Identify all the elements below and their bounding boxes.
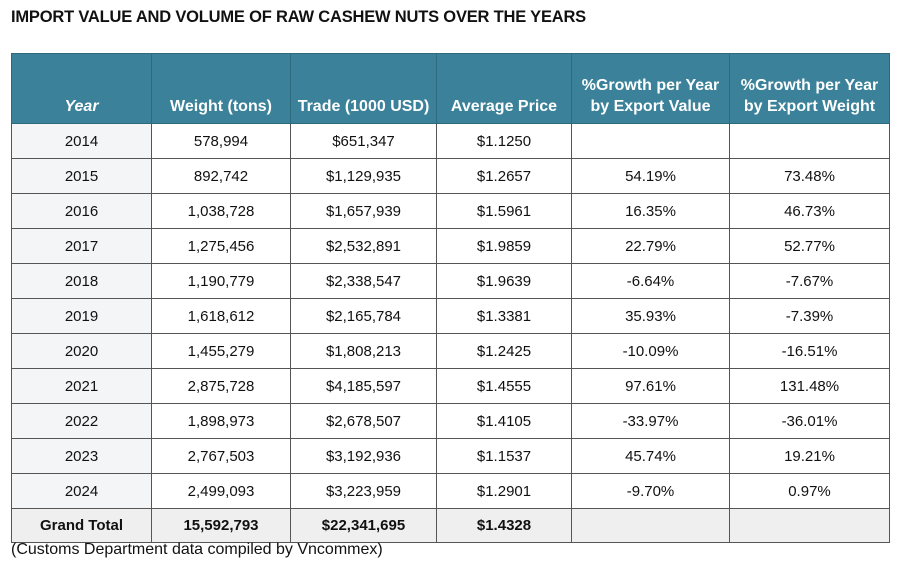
cell-growth-value: -33.97% bbox=[571, 403, 730, 439]
header-row: Year Weight (tons) Trade (1000 USD) Aver… bbox=[11, 53, 890, 124]
cell-growth-weight: 46.73% bbox=[729, 193, 890, 229]
cell-weight: 1,038,728 bbox=[151, 193, 291, 229]
cell-weight: 1,618,612 bbox=[151, 298, 291, 334]
cell-trade: $3,223,959 bbox=[290, 473, 437, 509]
cell-growth-weight: -16.51% bbox=[729, 333, 890, 369]
cell-growth-value: 22.79% bbox=[571, 228, 730, 264]
cell-trade: $2,165,784 bbox=[290, 298, 437, 334]
cell-year: 2020 bbox=[11, 333, 152, 369]
cell-weight: 1,898,973 bbox=[151, 403, 291, 439]
cell-growth-value: 54.19% bbox=[571, 158, 730, 194]
cell-weight: 1,275,456 bbox=[151, 228, 291, 264]
header-growth-weight: %Growth per Year by Export Weight bbox=[729, 53, 890, 124]
cell-trade: $4,185,597 bbox=[290, 368, 437, 404]
cell-trade: $2,338,547 bbox=[290, 263, 437, 299]
cell-trade: $3,192,936 bbox=[290, 438, 437, 474]
cell-growth-weight: 0.97% bbox=[729, 473, 890, 509]
cell-weight: 2,499,093 bbox=[151, 473, 291, 509]
cell-average-price: $1.2425 bbox=[436, 333, 572, 369]
table-row: 2018 1,190,779 $2,338,547 $1.9639 -6.64% -7.6… bbox=[11, 263, 890, 299]
header-growth-value: %Growth per Year by Export Value bbox=[571, 53, 730, 124]
cell-average-price: $1.2657 bbox=[436, 158, 572, 194]
table-row: 2023 2,767,503 $3,192,936 $1.1537 45.74% 19.2… bbox=[11, 438, 890, 474]
cell-weight: 1,190,779 bbox=[151, 263, 291, 299]
table-row: 2021 2,875,728 $4,185,597 $1.4555 97.61% 131.… bbox=[11, 368, 890, 404]
cell-average-price: $1.3381 bbox=[436, 298, 572, 334]
header-year: Year bbox=[11, 53, 152, 124]
header-weight: Weight (tons) bbox=[151, 53, 291, 124]
total-growth-weight bbox=[729, 508, 890, 543]
cell-trade: $1,808,213 bbox=[290, 333, 437, 369]
cell-growth-weight: -36.01% bbox=[729, 403, 890, 439]
cell-average-price: $1.4555 bbox=[436, 368, 572, 404]
cell-trade: $651,347 bbox=[290, 123, 437, 159]
cell-growth-weight: 131.48% bbox=[729, 368, 890, 404]
total-growth-value bbox=[571, 508, 730, 543]
cell-weight: 892,742 bbox=[151, 158, 291, 194]
cell-growth-weight bbox=[729, 123, 890, 159]
header-average-price: Average Price bbox=[436, 53, 572, 124]
cell-average-price: $1.9639 bbox=[436, 263, 572, 299]
cell-trade: $2,678,507 bbox=[290, 403, 437, 439]
cell-growth-weight: -7.39% bbox=[729, 298, 890, 334]
table-row: 2019 1,618,612 $2,165,784 $1.3381 35.93% -7.3… bbox=[11, 298, 890, 334]
table-row: 2015 892,742 $1,129,935 $1.2657 54.19% 73.48% bbox=[11, 158, 890, 194]
cell-growth-value: 35.93% bbox=[571, 298, 730, 334]
table-row: 2024 2,499,093 $3,223,959 $1.2901 -9.70% 0.97… bbox=[11, 473, 890, 509]
total-weight: 15,592,793 bbox=[151, 508, 291, 543]
cell-growth-value: -9.70% bbox=[571, 473, 730, 509]
cell-year: 2018 bbox=[11, 263, 152, 299]
cell-trade: $2,532,891 bbox=[290, 228, 437, 264]
cell-growth-value: -10.09% bbox=[571, 333, 730, 369]
cell-growth-weight: 52.77% bbox=[729, 228, 890, 264]
cell-trade: $1,657,939 bbox=[290, 193, 437, 229]
cell-trade: $1,129,935 bbox=[290, 158, 437, 194]
cell-average-price: $1.5961 bbox=[436, 193, 572, 229]
cell-year: 2016 bbox=[11, 193, 152, 229]
cell-average-price: $1.2901 bbox=[436, 473, 572, 509]
table-row: 2022 1,898,973 $2,678,507 $1.4105 -33.97% -36… bbox=[11, 403, 890, 439]
cell-growth-weight: 19.21% bbox=[729, 438, 890, 474]
cell-year: 2023 bbox=[11, 438, 152, 474]
cell-weight: 1,455,279 bbox=[151, 333, 291, 369]
cell-year: 2019 bbox=[11, 298, 152, 334]
cell-growth-weight: -7.67% bbox=[729, 263, 890, 299]
total-trade: $22,341,695 bbox=[290, 508, 437, 543]
cell-year: 2017 bbox=[11, 228, 152, 264]
cell-average-price: $1.9859 bbox=[436, 228, 572, 264]
cell-average-price: $1.1537 bbox=[436, 438, 572, 474]
cell-growth-value bbox=[571, 123, 730, 159]
cell-growth-value: 45.74% bbox=[571, 438, 730, 474]
cell-weight: 578,994 bbox=[151, 123, 291, 159]
total-average-price: $1.4328 bbox=[436, 508, 572, 543]
table-title: IMPORT VALUE AND VOLUME OF RAW CASHEW NU… bbox=[11, 8, 586, 26]
cell-weight: 2,875,728 bbox=[151, 368, 291, 404]
table-row: 2016 1,038,728 $1,657,939 $1.5961 16.35% 46.7… bbox=[11, 193, 890, 229]
table-row: 2020 1,455,279 $1,808,213 $1.2425 -10.09% -16… bbox=[11, 333, 890, 369]
cell-year: 2014 bbox=[11, 123, 152, 159]
cell-growth-value: 97.61% bbox=[571, 368, 730, 404]
cell-year: 2015 bbox=[11, 158, 152, 194]
table-row: 2017 1,275,456 $2,532,891 $1.9859 22.79% 52.7… bbox=[11, 228, 890, 264]
cell-weight: 2,767,503 bbox=[151, 438, 291, 474]
table-row: 2014 578,994 $651,347 $1.1250 bbox=[11, 123, 890, 159]
total-year: Grand Total bbox=[11, 508, 152, 543]
cashew-import-table: Year Weight (tons) Trade (1000 USD) Aver… bbox=[11, 53, 890, 543]
header-trade: Trade (1000 USD) bbox=[290, 53, 437, 124]
cell-growth-weight: 73.48% bbox=[729, 158, 890, 194]
cell-average-price: $1.4105 bbox=[436, 403, 572, 439]
source-note: (Customs Department data compiled by Vnc… bbox=[11, 541, 383, 558]
cell-year: 2024 bbox=[11, 473, 152, 509]
cell-growth-value: 16.35% bbox=[571, 193, 730, 229]
cell-growth-value: -6.64% bbox=[571, 263, 730, 299]
cell-average-price: $1.1250 bbox=[436, 123, 572, 159]
cell-year: 2022 bbox=[11, 403, 152, 439]
cell-year: 2021 bbox=[11, 368, 152, 404]
grand-total-row: Grand Total 15,592,793 $22,341,695 $1.4328 bbox=[11, 508, 890, 543]
